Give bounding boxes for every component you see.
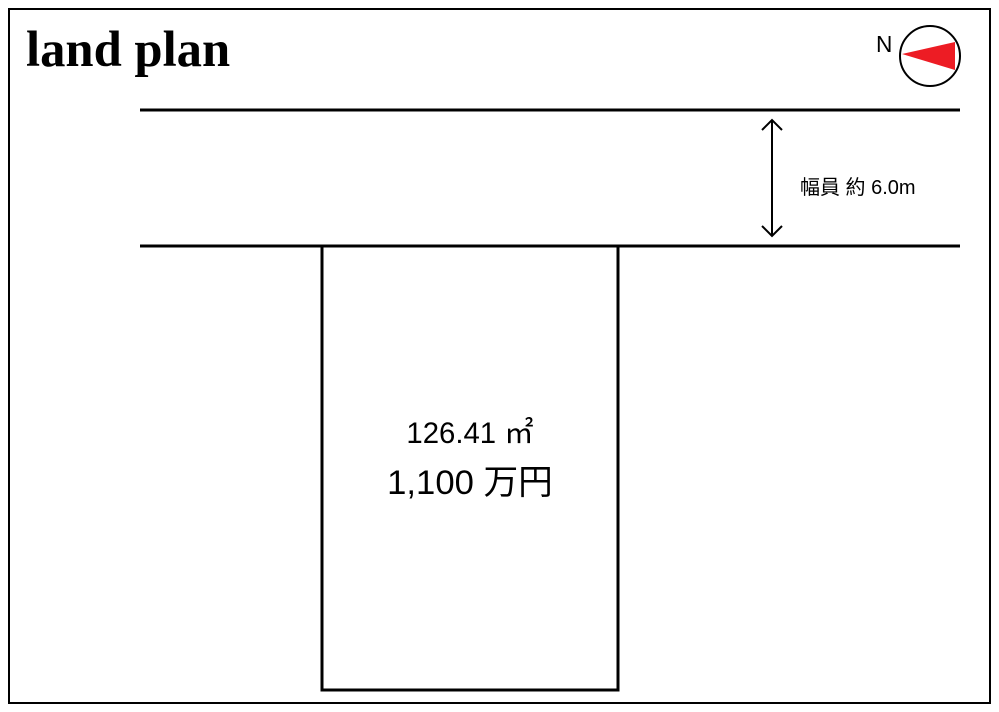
compass-needle-icon xyxy=(902,42,955,70)
lot-outline xyxy=(322,246,618,690)
diagram-svg xyxy=(0,0,999,712)
